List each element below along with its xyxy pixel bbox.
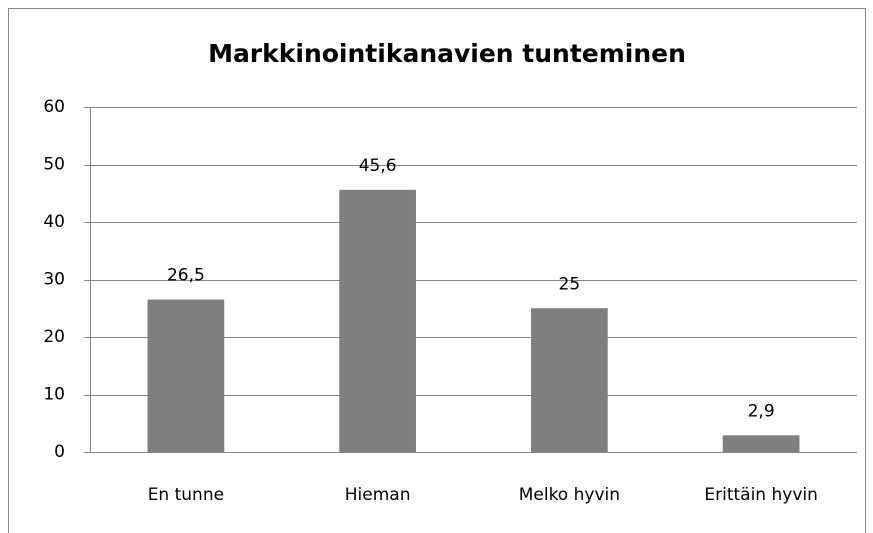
y-tick-label: 40	[43, 212, 65, 232]
y-tick-label: 30	[43, 270, 65, 290]
bar	[531, 308, 608, 452]
x-tick-label: Melko hyvin	[519, 485, 620, 505]
bar	[339, 189, 416, 453]
y-tick-label: 10	[43, 385, 65, 405]
chart-title: Markkinointikanavien tunteminen	[208, 39, 686, 68]
x-tick-label: En tunne	[148, 485, 224, 505]
chart-border	[8, 8, 866, 533]
data-label: 2,9	[748, 401, 775, 421]
y-tick-label: 0	[54, 442, 65, 462]
data-label: 26,5	[167, 266, 205, 286]
data-label: 25	[559, 274, 581, 294]
data-label: 45,6	[359, 156, 397, 176]
x-tick-label: Erittäin hyvin	[704, 485, 818, 505]
bar	[147, 299, 225, 452]
y-tick-label: 50	[43, 155, 65, 175]
y-tick-label: 60	[43, 97, 65, 117]
y-tick-label: 20	[43, 327, 65, 347]
bar	[722, 435, 800, 452]
x-tick-label: Hieman	[345, 485, 411, 505]
